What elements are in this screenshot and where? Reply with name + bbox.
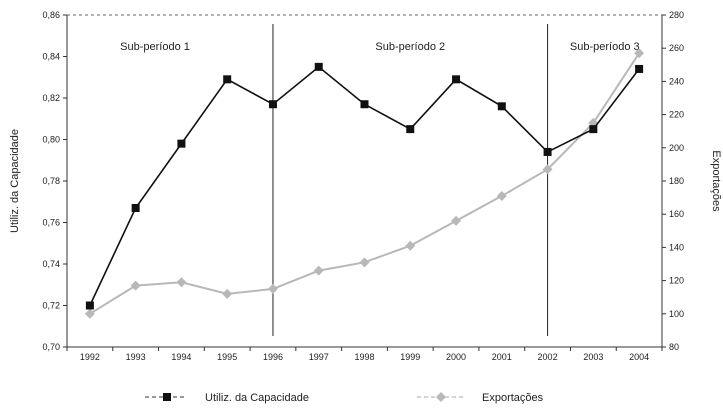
utilizacao-point	[268, 100, 277, 109]
legend-marker-utilizacao	[163, 393, 171, 401]
y-right-tick-label: 180	[669, 176, 684, 186]
subperiod-label: Sub-período 3	[570, 41, 640, 53]
x-tick-label: 2001	[492, 352, 512, 362]
utilizacao-point	[314, 62, 323, 71]
x-tick-label: 1993	[126, 352, 146, 362]
x-tick-label: 2000	[446, 352, 466, 362]
y-right-tick-label: 80	[669, 342, 679, 352]
left-axis-ticks: 0,70 0,72 0,74 0,76 0,78 0,80 0,82 0,84 0,86	[42, 10, 67, 352]
x-tick-label: 1995	[217, 352, 237, 362]
y-left-tick-label: 0,78	[42, 176, 60, 186]
utilizacao-point	[85, 301, 94, 310]
utilizacao-point	[406, 125, 415, 134]
utilizacao-point	[223, 75, 232, 84]
utilizacao-point	[177, 139, 186, 148]
exportacoes-point	[130, 280, 141, 291]
legend-label-exportacoes: Exportações	[482, 392, 544, 404]
y-left-tick-label: 0,86	[42, 10, 60, 20]
y-right-axis-title: Exportações	[710, 150, 722, 212]
exportacoes-point	[222, 288, 233, 299]
y-right-tick-label: 200	[669, 143, 684, 153]
legend-label-utilizacao: Utiliz. da Capacidade	[205, 392, 309, 404]
subperiod-label: Sub-período 2	[375, 41, 445, 53]
legend-marker-exportacoes	[436, 392, 446, 402]
series-line-exportacoes	[89, 52, 640, 315]
y-left-tick-label: 0,84	[42, 52, 60, 62]
y-right-tick-label: 100	[669, 309, 684, 319]
exportacoes-point	[267, 283, 278, 294]
x-tick-label: 1992	[80, 352, 100, 362]
subperiod-label: Sub-período 1	[120, 41, 190, 53]
y-right-tick-label: 240	[669, 76, 684, 86]
subperiod-labels: Sub-período 1 Sub-período 2 Sub-período 3	[120, 41, 640, 53]
exportacoes-point	[542, 164, 553, 175]
x-tick-label: 2002	[538, 352, 558, 362]
x-axis-ticks: 1992 1993 1994 1995 1996 1997 1998 1999 2000 2001…	[66, 347, 663, 362]
y-right-tick-label: 160	[669, 209, 684, 219]
y-left-tick-label: 0,80	[42, 135, 60, 145]
exportacoes-point	[405, 240, 416, 251]
x-tick-label: 2004	[629, 352, 649, 362]
x-tick-label: 1994	[171, 352, 191, 362]
y-left-tick-label: 0,74	[42, 259, 60, 269]
y-left-tick-label: 0,70	[42, 342, 60, 352]
exportacoes-point	[84, 308, 95, 319]
x-tick-label: 1999	[400, 352, 420, 362]
utilizacao-point	[543, 147, 552, 156]
y-right-tick-label: 260	[669, 43, 684, 53]
utilizacao-point	[497, 102, 506, 111]
y-right-tick-label: 140	[669, 242, 684, 252]
utilizacao-point	[131, 203, 140, 212]
y-left-axis-title: Utiliz. da Capacidade	[9, 129, 21, 233]
exportacoes-point	[313, 265, 324, 276]
axes	[66, 14, 663, 348]
y-right-tick-label: 120	[669, 276, 684, 286]
legend: Utiliz. da Capacidade Exportações	[145, 392, 544, 404]
y-left-tick-label: 0,72	[42, 301, 60, 311]
y-right-tick-label: 280	[669, 10, 684, 20]
x-tick-label: 2003	[583, 352, 603, 362]
exportacoes-point	[634, 48, 645, 59]
x-tick-label: 1996	[263, 352, 283, 362]
exportacoes-point	[496, 190, 507, 201]
right-axis-ticks: 80 100 120 140 160 180 200 220 240 260 280	[662, 10, 684, 352]
y-left-tick-label: 0,82	[42, 93, 60, 103]
y-right-tick-label: 220	[669, 110, 684, 120]
x-tick-label: 1998	[354, 352, 374, 362]
exportacoes-point	[451, 215, 462, 226]
x-tick-label: 1997	[309, 352, 329, 362]
utilizacao-point	[360, 100, 369, 109]
utilizacao-point	[452, 75, 461, 84]
exportacoes-point	[176, 277, 187, 288]
series-layer	[84, 48, 645, 319]
utilizacao-point	[589, 125, 598, 134]
exportacoes-point	[359, 257, 370, 268]
utilizacao-point	[635, 64, 644, 73]
y-left-tick-label: 0,76	[42, 218, 60, 228]
